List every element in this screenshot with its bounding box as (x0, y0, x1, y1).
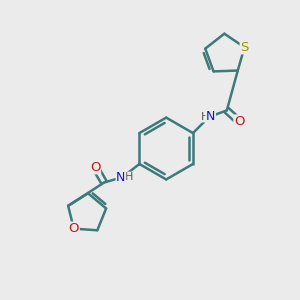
Text: H: H (125, 172, 133, 182)
Text: N: N (206, 110, 215, 123)
Text: O: O (234, 115, 244, 128)
Text: H: H (201, 112, 209, 122)
Text: S: S (240, 41, 249, 54)
Text: N: N (116, 171, 126, 184)
Text: O: O (69, 222, 79, 235)
Text: O: O (90, 161, 101, 174)
